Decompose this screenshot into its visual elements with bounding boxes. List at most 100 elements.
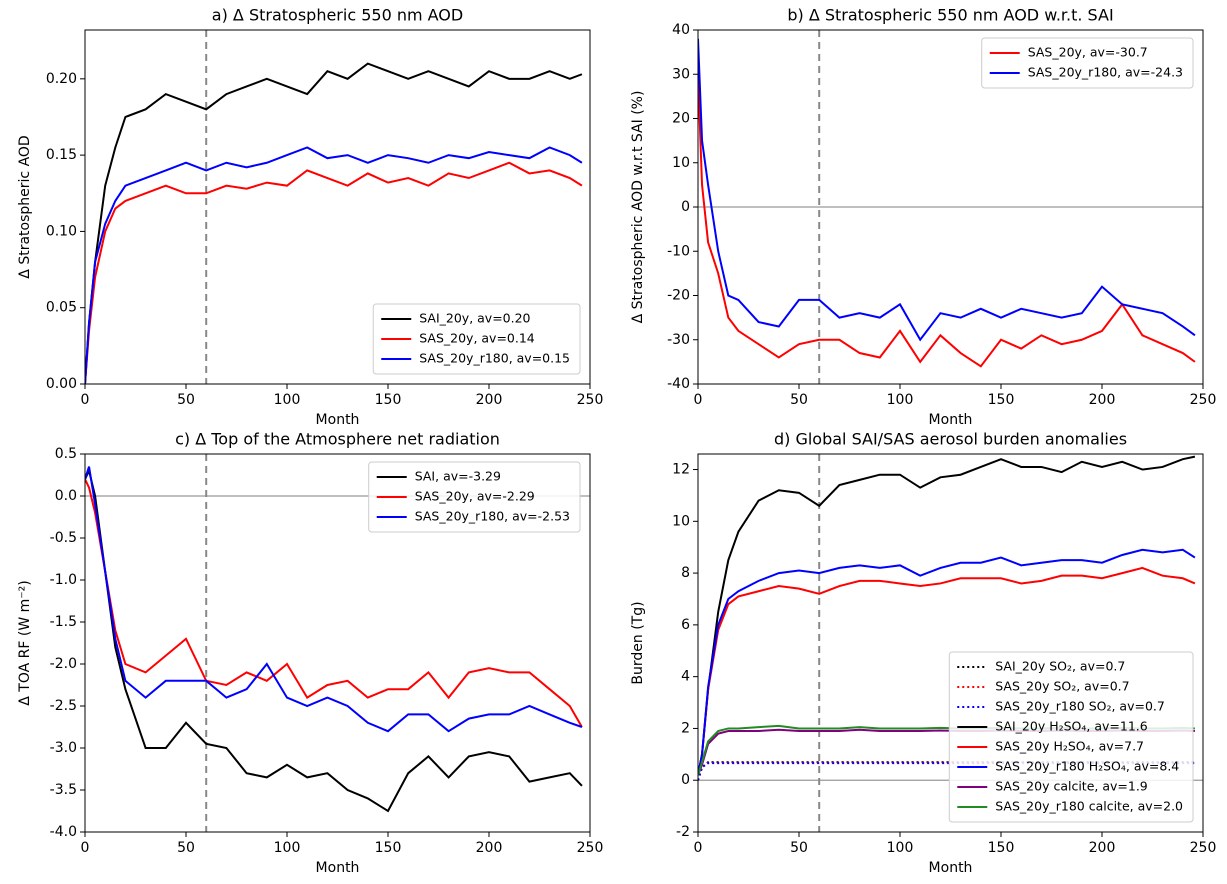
- x-tick-label: 150: [988, 392, 1015, 408]
- y-tick-label: 0: [681, 199, 690, 215]
- legend-label: SAS_20y_r180, av=-24.3: [1028, 65, 1183, 80]
- x-tick-label: 250: [577, 392, 604, 408]
- x-tick-label: 0: [694, 840, 703, 856]
- chart-title: a) Δ Stratospheric 550 nm AOD: [212, 6, 463, 25]
- y-tick-label: -1.5: [50, 614, 77, 630]
- legend: SAI_20y SO₂, av=0.7 SAS_20y SO₂, av=0.7 SA…: [948, 651, 1194, 823]
- y-tick-label: -4.0: [50, 824, 77, 840]
- legend-box: [372, 303, 581, 375]
- legend-label: SAI_20y, av=0.20: [419, 311, 530, 326]
- panel: a) Δ Stratospheric 550 nm AOD Month Δ Stra…: [17, 6, 603, 429]
- y-tick-label: 6: [681, 617, 690, 633]
- x-tick-label: 150: [375, 392, 402, 408]
- y-tick-label: 20: [672, 111, 690, 127]
- x-tick-label: 100: [887, 840, 914, 856]
- y-tick-label: -3.5: [50, 782, 77, 798]
- series-line: [85, 478, 583, 728]
- y-tick-label: -20: [667, 288, 690, 304]
- x-tick-label: 200: [476, 392, 503, 408]
- legend-label: SAS_20y_r180, av=-2.53: [415, 509, 570, 524]
- y-tick-label: -10: [667, 243, 690, 259]
- plot-frame: [84, 29, 591, 385]
- x-tick-label: 50: [790, 840, 808, 856]
- legend-box: [368, 461, 581, 533]
- x-axis-title: Month: [929, 860, 973, 876]
- x-tick-label: 50: [177, 392, 195, 408]
- y-tick-label: 0.20: [46, 71, 77, 87]
- y-tick-label: -40: [667, 376, 690, 392]
- series-line: [85, 62, 583, 384]
- series-line: [698, 548, 1196, 776]
- x-tick-label: 50: [177, 840, 195, 856]
- legend-label: SAI_20y H₂SO₄, av=11.6: [995, 719, 1147, 734]
- series-line: [85, 161, 583, 384]
- y-tick-label: -0.5: [50, 530, 77, 546]
- x-tick-label: 150: [375, 840, 402, 856]
- x-tick-label: 150: [988, 840, 1015, 856]
- y-tick-label: 10: [672, 513, 690, 529]
- y-tick-label: -3.0: [50, 740, 77, 756]
- legend-label: SAI, av=-3.29: [415, 469, 501, 484]
- legend-label: SAS_20y calcite, av=1.9: [995, 779, 1148, 794]
- x-axis-title: Month: [316, 860, 360, 876]
- y-tick-label: 10: [672, 155, 690, 171]
- legend-label: SAS_20y SO₂, av=0.7: [995, 679, 1129, 694]
- legend-label: SAS_20y_r180 SO₂, av=0.7: [995, 699, 1165, 714]
- legend-label: SAS_20y, av=0.14: [419, 331, 535, 346]
- y-tick-label: 0.15: [46, 147, 77, 163]
- series-line: [85, 146, 583, 384]
- x-tick-label: 250: [1190, 392, 1217, 408]
- y-tick-label: 0.00: [46, 376, 77, 392]
- chart-title: b) Δ Stratospheric 550 nm AOD w.r.t. SAI: [787, 6, 1113, 25]
- x-axis-title: Month: [929, 412, 973, 428]
- series-line: [698, 74, 1196, 368]
- series-line: [85, 467, 583, 813]
- plot-frame: [697, 453, 1204, 833]
- panel: c) Δ Top of the Atmosphere net radiation…: [17, 430, 603, 877]
- legend: SAI_20y, av=0.20 SAS_20y, av=0.14 SAS_20y_…: [372, 303, 581, 375]
- y-tick-label: 0.0: [55, 488, 77, 504]
- legend-label: SAS_20y H₂SO₄, av=7.7: [995, 739, 1144, 754]
- legend-label: SAS_20y, av=-30.7: [1028, 45, 1148, 60]
- legend: SAI, av=-3.29 SAS_20y, av=-2.29 SAS_20y_r1…: [368, 461, 581, 533]
- plot-frame: [84, 453, 591, 833]
- x-tick-label: 250: [577, 840, 604, 856]
- series-line: [698, 455, 1196, 776]
- legend-label: SAI_20y SO₂, av=0.7: [995, 659, 1125, 674]
- y-tick-label: -2.0: [50, 656, 77, 672]
- y-tick-label: 2: [681, 720, 690, 736]
- y-axis-title: Δ TOA RF (W m⁻²): [17, 580, 33, 705]
- x-tick-label: 100: [274, 840, 301, 856]
- y-tick-label: 0.05: [46, 300, 77, 316]
- y-tick-label: 12: [672, 462, 690, 478]
- y-axis-title: Δ Stratospheric AOD w.r.t SAI (%): [630, 91, 646, 324]
- x-tick-label: 250: [1190, 840, 1217, 856]
- x-tick-label: 0: [694, 392, 703, 408]
- y-tick-label: -30: [667, 332, 690, 348]
- y-tick-label: -2: [676, 824, 690, 840]
- x-tick-label: 200: [1089, 392, 1116, 408]
- chart-title: d) Global SAI/SAS aerosol burden anomali…: [774, 430, 1127, 449]
- y-tick-label: 8: [681, 565, 690, 581]
- y-axis-title: Δ Stratospheric AOD: [17, 135, 33, 278]
- y-tick-label: 40: [672, 22, 690, 38]
- y-tick-label: 30: [672, 66, 690, 82]
- legend-label: SAS_20y_r180 calcite, av=2.0: [995, 799, 1183, 814]
- panel: d) Global SAI/SAS aerosol burden anomali…: [630, 430, 1216, 877]
- x-tick-label: 50: [790, 392, 808, 408]
- plot-frame: [697, 29, 1204, 385]
- y-tick-label: 0: [681, 772, 690, 788]
- y-tick-label: 0.5: [55, 446, 77, 462]
- y-axis-title: Burden (Tg): [630, 601, 646, 684]
- legend-label: SAS_20y, av=-2.29: [415, 489, 535, 504]
- legend: SAS_20y, av=-30.7 SAS_20y_r180, av=-24.3: [981, 37, 1194, 89]
- y-tick-label: 4: [681, 669, 690, 685]
- panel: b) Δ Stratospheric 550 nm AOD w.r.t. SAI…: [630, 6, 1216, 429]
- series-line: [85, 466, 583, 733]
- x-tick-label: 200: [476, 840, 503, 856]
- series-line: [698, 566, 1196, 776]
- series-line: [698, 38, 1196, 342]
- y-tick-label: -1.0: [50, 572, 77, 588]
- chart-title: c) Δ Top of the Atmosphere net radiation: [175, 430, 500, 449]
